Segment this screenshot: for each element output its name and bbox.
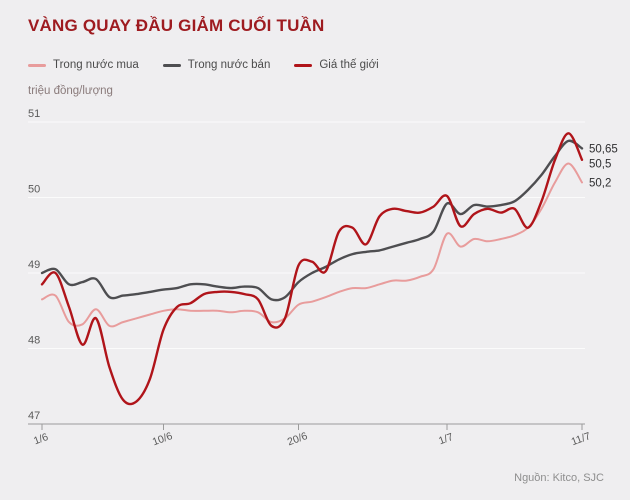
end-value-labels: 50,65 50,5 50,2 (589, 143, 618, 189)
legend-label: Giá thế giới (319, 59, 379, 71)
legend-label: Trong nước bán (187, 59, 271, 71)
x-axis-ticks (41, 424, 583, 430)
source-credit: Nguồn: Kitco, SJC (514, 472, 604, 484)
svg-text:50: 50 (28, 184, 40, 196)
svg-text:11/7: 11/7 (570, 430, 593, 448)
legend-label: Trong nước mua (53, 59, 139, 71)
legend-item-1: Trong nước mua (28, 59, 139, 71)
series-line-2 (40, 139, 584, 302)
svg-text:10/6: 10/6 (151, 430, 174, 448)
series-line-3 (40, 132, 584, 406)
svg-text:1/7: 1/7 (437, 431, 455, 447)
y-axis-unit-label: triệu đồng/lượng (28, 85, 113, 97)
legend: Trong nước mua Trong nước bán Giá thế giới (28, 59, 379, 71)
grid-lines (28, 121, 585, 425)
legend-line-swatch-icon (28, 63, 46, 67)
svg-text:47: 47 (28, 410, 40, 422)
legend-item-3: Giá thế giới (294, 59, 379, 71)
svg-text:1/6: 1/6 (32, 431, 50, 447)
end-label-1: 50,65 (589, 143, 618, 155)
legend-line-swatch-icon (162, 63, 181, 67)
legend-item-2: Trong nước bán (162, 59, 271, 71)
y-axis-labels: 47 48 49 50 51 (28, 108, 40, 422)
x-axis-labels: 1/6 10/6 20/6 1/7 11/7 (32, 430, 592, 448)
end-label-3: 50,2 (589, 177, 611, 189)
legend-line-swatch-icon (294, 63, 313, 67)
svg-text:20/6: 20/6 (286, 430, 309, 448)
series-line-1 (41, 162, 583, 328)
chart-title: VÀNG QUAY ĐẦU GIẢM CUỐI TUẦN (28, 16, 325, 35)
svg-text:48: 48 (28, 335, 40, 347)
svg-text:49: 49 (28, 259, 40, 271)
end-label-2: 50,5 (589, 158, 611, 170)
svg-text:51: 51 (28, 108, 40, 120)
